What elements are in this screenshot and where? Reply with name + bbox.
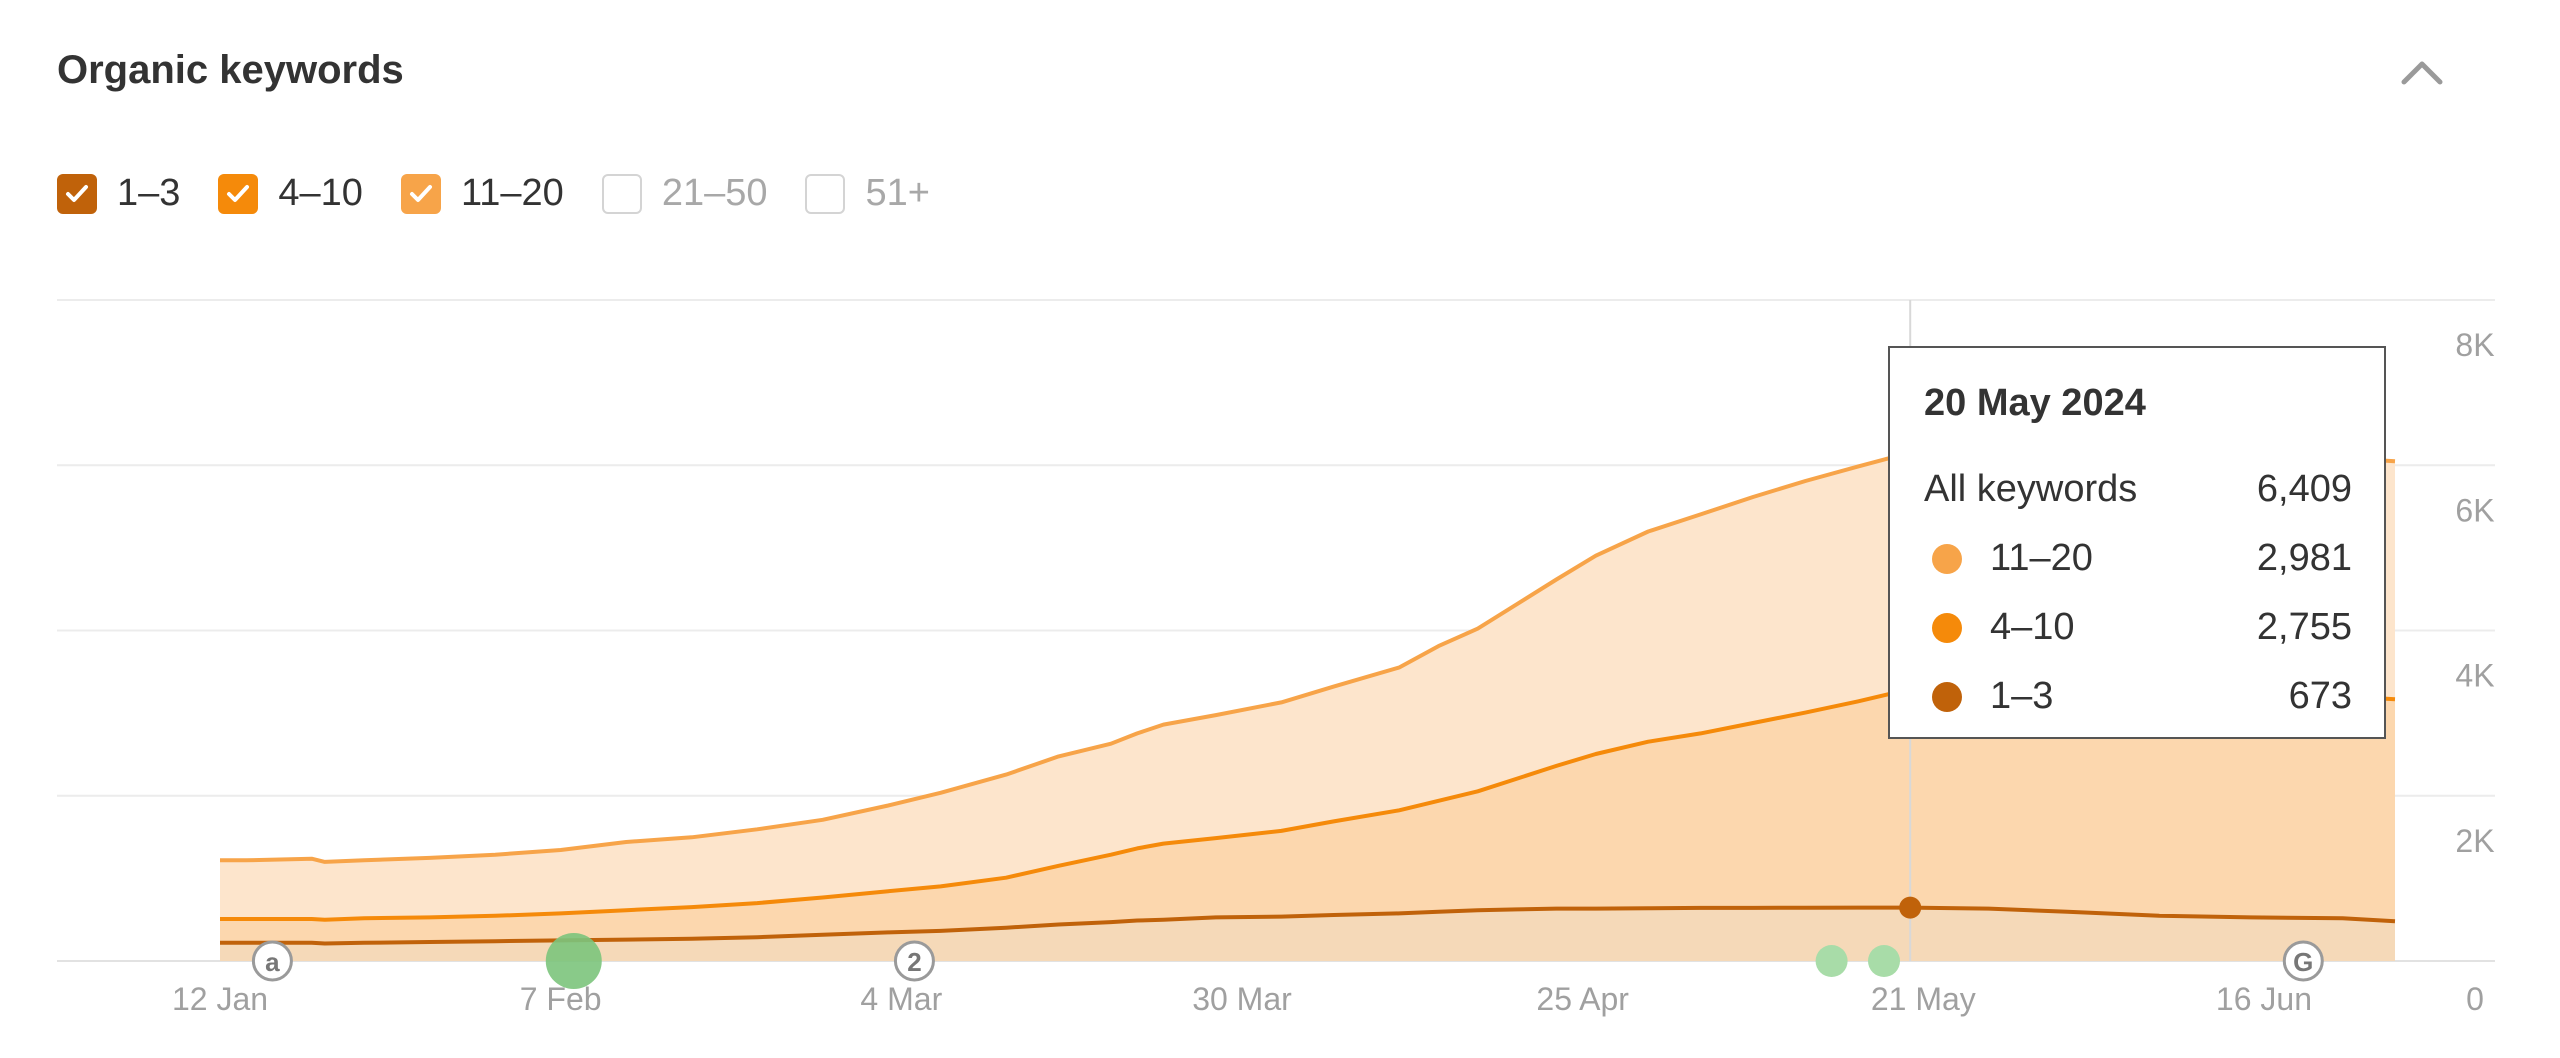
tooltip-row-value: 2,755 (2256, 606, 2352, 648)
annotation-marker (893, 940, 935, 982)
tooltip-total-value: 6,409 (2256, 468, 2352, 510)
filter-label: 21–50 (661, 172, 768, 214)
x-tick-label: 25 Apr (1536, 981, 1629, 1017)
series-area (220, 448, 2395, 920)
y-tick-label: 6K (2455, 492, 2494, 528)
filter-label: 11–20 (460, 172, 564, 214)
tooltip-row-label: 11–20 (1990, 537, 2093, 579)
dot-icon (1932, 681, 1962, 712)
y-tick-label: 0 (2466, 981, 2484, 1017)
series-line (220, 684, 2396, 922)
hover-point (1899, 896, 1922, 919)
tooltip-date: 20 May 2024 (1924, 382, 2146, 424)
chart-tooltip: 20 May 2024 All keywords 6,409 11–20 2,9… (1888, 346, 2386, 739)
tooltip-row-4-10: 4–10 2,755 (1924, 593, 2352, 662)
y-tick-label: 4K (2455, 658, 2494, 694)
chevron-up-icon (2401, 61, 2443, 85)
dot-icon (1932, 543, 1962, 574)
checkbox-21-50[interactable] (601, 173, 642, 214)
x-tick-label: 21 May (1871, 981, 1976, 1017)
annotation-event (1815, 945, 1848, 977)
filter-51-plus[interactable]: 51+ (805, 172, 930, 215)
annotation-event (1868, 945, 1901, 977)
x-tick-label: 4 Mar (860, 981, 942, 1017)
checkbox-11-20[interactable] (400, 173, 441, 214)
annotation-marker (2282, 940, 2324, 982)
dot-icon (1932, 612, 1962, 643)
filter-label: 4–10 (278, 172, 363, 214)
x-tick-label: 16 Jun (2216, 981, 2312, 1017)
filter-label: 51+ (865, 172, 930, 214)
annotation-event (545, 933, 602, 989)
check-icon (66, 184, 88, 202)
x-tick-label: 12 Jan (172, 981, 268, 1017)
tooltip-row-11-20: 11–20 2,981 (1924, 524, 2352, 593)
filter-11-20[interactable]: 11–20 (400, 172, 564, 215)
annotation-label: 2 (907, 947, 921, 977)
y-tick-label: 2K (2455, 823, 2494, 859)
series-line (220, 446, 2396, 864)
x-tick-label: 30 Mar (1192, 981, 1292, 1017)
tooltip-total-row: All keywords 6,409 (1924, 455, 2352, 524)
filter-4-10[interactable]: 4–10 (218, 172, 363, 215)
x-tick-label: 7 Feb (520, 981, 602, 1017)
check-icon (409, 184, 432, 202)
tooltip-row-label: 4–10 (1990, 606, 2075, 648)
tooltip-total-label: All keywords (1924, 468, 2138, 510)
annotation-label: G (2293, 947, 2313, 977)
annotation-marker (251, 940, 293, 982)
collapse-button[interactable] (2398, 52, 2446, 92)
filter-21-50[interactable]: 21–50 (601, 172, 768, 215)
position-filter: 1–3 4–10 11–20 21–50 51+ (57, 172, 968, 215)
y-tick-label: 8K (2455, 327, 2494, 363)
tooltip-row-label: 1–3 (1990, 675, 2054, 717)
check-icon (227, 184, 250, 202)
checkbox-1-3[interactable] (57, 173, 97, 214)
widget-title: Organic keywords (57, 48, 404, 92)
tooltip-row-value: 2,981 (2256, 537, 2352, 579)
tooltip-row-value: 673 (2288, 675, 2352, 717)
series-area (220, 907, 2395, 961)
filter-1-3[interactable]: 1–3 (57, 172, 180, 215)
tooltip-row-1-3: 1–3 673 (1924, 662, 2352, 731)
series-area (220, 686, 2395, 944)
series-line (220, 905, 2396, 946)
filter-label: 1–3 (117, 172, 181, 214)
annotation-label: a (265, 947, 280, 977)
checkbox-4-10[interactable] (218, 173, 259, 214)
checkbox-51-plus[interactable] (805, 173, 846, 214)
